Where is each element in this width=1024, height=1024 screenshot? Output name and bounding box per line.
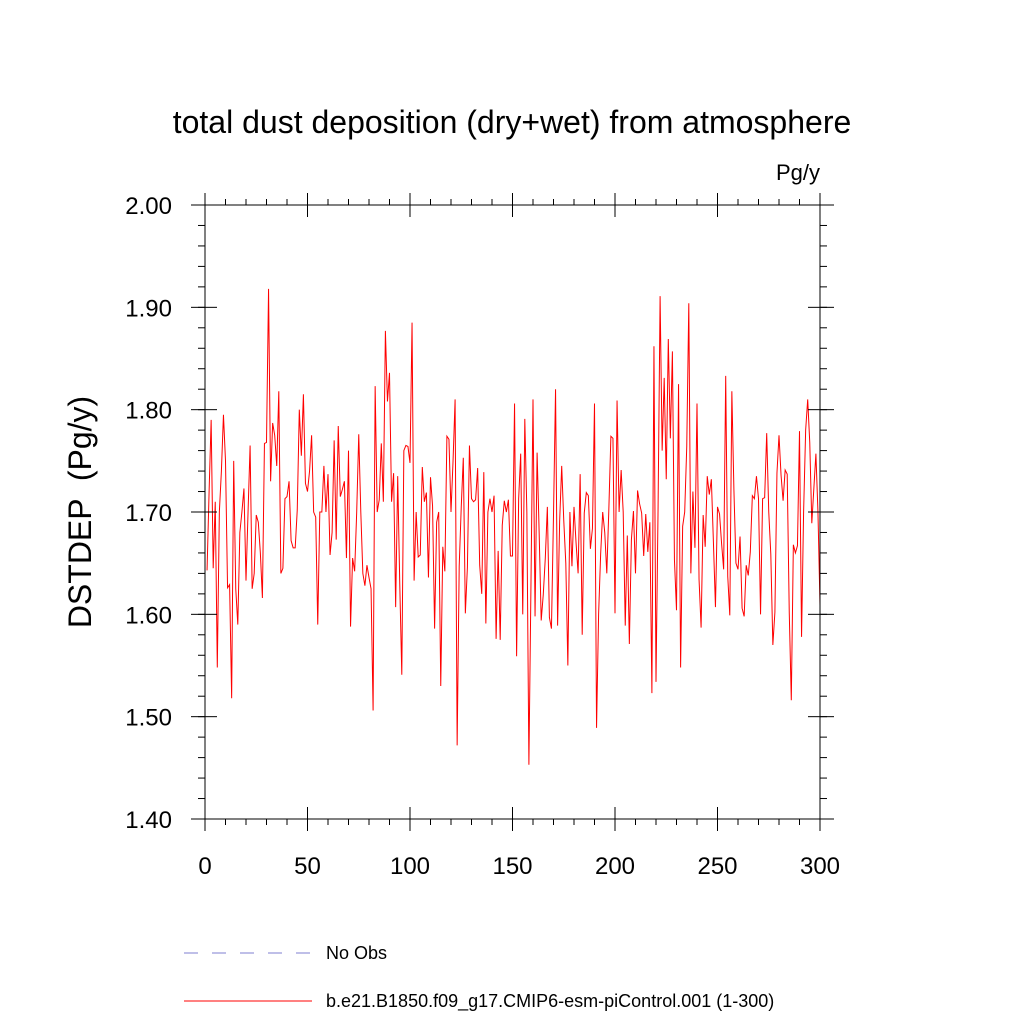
x-tick-label: 50 <box>294 853 321 880</box>
y-tick-label: 1.70 <box>125 500 172 527</box>
y-tick-label: 1.80 <box>125 398 172 425</box>
axes: 0 50 100 150 200 250 300 1.40 1.50 1.60 1.70 1.80 1.… <box>125 193 840 880</box>
x-tick-label: 300 <box>800 853 840 880</box>
plot-area <box>206 288 821 765</box>
series-line <box>206 288 821 765</box>
x-tick-label: 100 <box>390 853 430 880</box>
legend-label-series: b.e21.B1850.f09_g17.CMIP6-esm-piControl.… <box>326 991 774 1012</box>
y-tick-label: 1.50 <box>125 705 172 732</box>
x-tick-label: 150 <box>492 853 532 880</box>
y-axis-label: DSTDEP (Pg/y) <box>62 396 98 628</box>
y-tick-label: 2.00 <box>125 193 172 220</box>
y-tick-label: 1.60 <box>125 602 172 629</box>
x-tick-label: 200 <box>595 853 635 880</box>
units-label: Pg/y <box>776 160 820 185</box>
legend-label-no-obs: No Obs <box>326 943 387 963</box>
y-tick-label: 1.90 <box>125 295 172 322</box>
x-tick-label: 0 <box>198 853 211 880</box>
x-tick-label: 250 <box>697 853 737 880</box>
legend: No Obs b.e21.B1850.f09_g17.CMIP6-esm-piC… <box>184 943 774 1012</box>
chart-title: total dust deposition (dry+wet) from atm… <box>173 104 852 140</box>
y-tick-label: 1.40 <box>125 807 172 834</box>
